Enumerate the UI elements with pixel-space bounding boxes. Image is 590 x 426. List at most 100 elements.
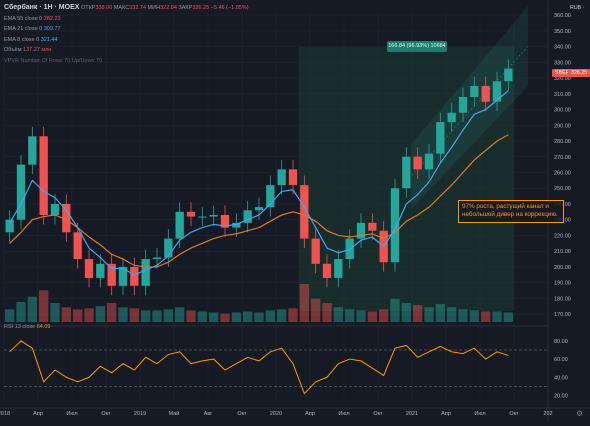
ohlc-key: МИН (146, 5, 161, 11)
indicator-label: Объём (4, 47, 24, 54)
price-tick-label: 270.00 (554, 155, 571, 161)
ohlc-value: 332.74 (129, 5, 147, 11)
volume-bar (220, 313, 230, 322)
price-tick-label: 290.00 (554, 123, 571, 129)
candle-body (50, 203, 60, 215)
volume-bar (5, 309, 15, 322)
candle-body (356, 222, 366, 239)
volume-bar (288, 308, 298, 322)
axes: 170.00180.00190.00200.00210.00220.00230.… (0, 13, 571, 417)
time-tick-label: Апр (441, 411, 451, 417)
time-tick-label: Июл (66, 411, 77, 417)
time-tick-label: Апр (33, 411, 43, 417)
candle-body (243, 210, 252, 223)
volume-bar (265, 310, 275, 322)
price-tick-label: 190.00 (554, 281, 571, 287)
ohlc-item: МАКС332.74 (112, 5, 146, 11)
time-tick-label: 2018 (0, 411, 10, 417)
time-tick-label: Окт (101, 411, 111, 417)
rsi-tick-label: 60.00 (554, 357, 568, 363)
candle-body (5, 219, 14, 233)
candle-body (300, 185, 309, 239)
candle-body (277, 169, 286, 186)
indicator-row[interactable]: EMA 8 close 0 321.44 (4, 35, 249, 46)
volume-bar (209, 312, 219, 322)
volume-bar (197, 311, 207, 322)
volume-bar (16, 301, 26, 322)
volume-bar (333, 307, 343, 322)
symbol-badge: SBER (552, 69, 573, 77)
currency-label[interactable]: RUB · (570, 5, 585, 11)
candle-body (436, 122, 445, 154)
time-tick-label: Апр (305, 411, 315, 417)
ohlc-value: 322.84 (160, 5, 177, 11)
gear-icon[interactable]: ⚙ (576, 409, 584, 418)
price-tick-label: 170.00 (554, 312, 571, 318)
volume-bar (390, 298, 400, 322)
channel-area (411, 6, 528, 209)
rsi-label[interactable]: RSI 13 close (4, 324, 36, 330)
volume-bar (299, 284, 309, 322)
candle-body (62, 203, 71, 233)
ohlc-key: ОТКР (80, 5, 96, 11)
volume-bar (447, 307, 457, 322)
candle-body (368, 222, 377, 231)
volume-bar (141, 310, 151, 322)
indicator-row[interactable]: VPVR Number Of Rows 70 Up/Down 70 (4, 56, 249, 67)
candle-body (266, 185, 275, 208)
annotation-note[interactable]: 97% роста, растущий канал и небольшой ди… (458, 200, 564, 223)
volume-bar (95, 306, 105, 322)
ema-slow-line (9, 134, 509, 268)
ohlc-value: 338.00 (95, 5, 113, 11)
rsi-pane (4, 340, 548, 395)
ema-lines (9, 90, 509, 276)
volume-bar (424, 307, 434, 322)
volume-bar (481, 311, 491, 322)
price-tick-label: 320.00 (554, 76, 571, 82)
indicator-row[interactable]: Объём 137.27 млн (4, 45, 249, 56)
volume-bar (186, 310, 196, 322)
indicator-row[interactable]: EMA 55 close 0 282.23 (4, 14, 249, 25)
candle-body (322, 263, 332, 278)
ohlc-item: МИН322.84 (146, 5, 177, 11)
ohlc-value: 326.25 (192, 5, 210, 11)
candle-body (254, 207, 264, 211)
indicator-row[interactable]: EMA 21 close 0 309.77 (4, 24, 249, 35)
candle-body (458, 96, 468, 113)
ohlc-value: −5.46 (−1.85%) (210, 5, 249, 11)
symbol-title[interactable]: Сбербанк · 1Н · MOEX (4, 4, 80, 11)
candle-body (130, 266, 139, 286)
price-tick-label: 280.00 (554, 139, 571, 145)
volume-bar (84, 308, 94, 322)
price-tick-label: 200.00 (554, 265, 571, 271)
ohlc-item: ОТКР338.00 (81, 5, 112, 11)
indicator-value: 309.77 (43, 26, 61, 33)
candle-body (492, 81, 502, 102)
time-tick-label: Окт (509, 411, 519, 417)
volume-bar (50, 303, 60, 322)
ohlc-key: МАКС (112, 5, 130, 11)
candle-body (470, 85, 479, 97)
volume-bar (435, 304, 445, 322)
time-tick-label: Июл (338, 411, 349, 417)
candle-body (424, 153, 434, 170)
indicator-value: 282.23 (43, 15, 61, 22)
price-tick-label: 300.00 (554, 108, 571, 114)
volume-bar (413, 305, 423, 322)
price-tick-label: 220.00 (554, 233, 571, 239)
candle-body (220, 214, 230, 228)
time-tick-label: Май (169, 410, 180, 417)
candle-body (175, 211, 184, 239)
volume-bar (129, 308, 139, 322)
price-tick-label: 310.00 (554, 92, 571, 98)
volume-bar (39, 290, 49, 322)
candle-body (288, 169, 298, 186)
volume-bar (277, 309, 287, 322)
candle-body (232, 222, 241, 228)
candle-body (152, 257, 162, 260)
ohlc-item: −5.46 (−1.85%) (209, 5, 249, 11)
ohlc-key: ЗАКР (176, 5, 193, 11)
candle-body (141, 259, 150, 286)
volume-bar (503, 312, 513, 322)
price-badge: 326.25 (568, 69, 590, 77)
